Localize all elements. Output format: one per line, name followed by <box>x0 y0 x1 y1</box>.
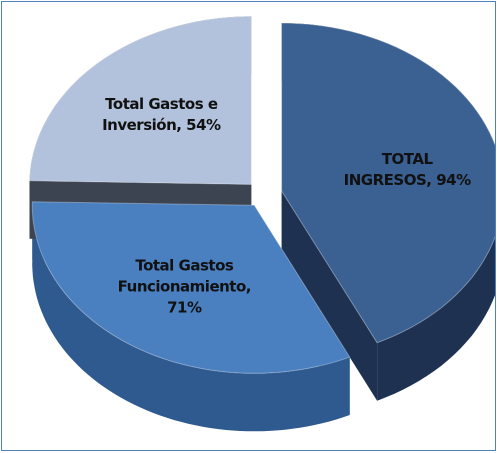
slice-wall <box>281 191 378 401</box>
slice <box>28 15 252 185</box>
slice <box>281 22 495 344</box>
data-label: Total Gastos Funcionamiento, 71% <box>117 256 252 317</box>
data-label: Total Gastos e Inversión, 54% <box>102 94 221 134</box>
slice <box>31 201 351 374</box>
slice-side <box>32 201 350 432</box>
data-label: TOTAL INGRESOS, 94% <box>343 149 471 189</box>
